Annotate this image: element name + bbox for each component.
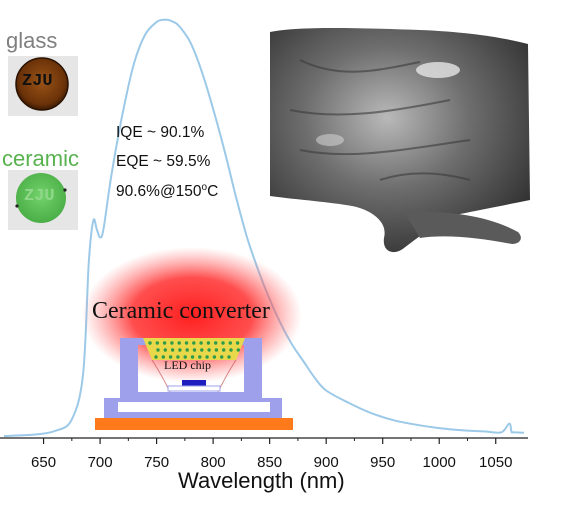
phosphor-dot xyxy=(184,341,189,345)
phosphor-dot xyxy=(156,348,160,352)
glass-label: glass xyxy=(6,28,58,53)
phosphor-dot xyxy=(163,348,167,352)
package-housing xyxy=(104,338,282,418)
phosphor-dot xyxy=(161,355,165,359)
phosphor-dot xyxy=(192,348,197,352)
glass-disc-text: ZJU xyxy=(22,72,53,91)
led-package-schematic xyxy=(82,247,302,430)
phosphor-dot xyxy=(236,348,240,352)
phosphor-dot xyxy=(178,348,182,352)
phosphor-dot xyxy=(235,341,240,345)
x-tick-label-900: 900 xyxy=(314,454,339,471)
phosphor-dot xyxy=(199,341,203,345)
ceramic-sample-image xyxy=(8,170,78,230)
phosphor-dot xyxy=(168,355,173,359)
phosphor-dot xyxy=(214,348,219,352)
phosphor-dot xyxy=(177,341,181,345)
ceramic-label: ceramic xyxy=(2,146,80,171)
phosphor-dot xyxy=(222,348,226,352)
x-axis-title: Wavelength (nm) xyxy=(178,468,345,493)
thermal-stability-annotation: 90.6%@150oC xyxy=(116,182,218,201)
phosphor-dot xyxy=(221,341,225,345)
phosphor-dot xyxy=(206,341,211,345)
converter-label: Ceramic converter xyxy=(92,298,270,324)
phosphor-dot xyxy=(170,348,175,352)
x-tick-label-850: 850 xyxy=(257,454,282,471)
x-axis: 650 700 750 800 850 900 950 1000 1050 xyxy=(0,437,528,471)
x-tick-label-1050: 1050 xyxy=(479,454,512,471)
eqe-annotation: EQE ~ 59.5% xyxy=(116,153,211,170)
x-tick-label-700: 700 xyxy=(88,454,113,471)
emission-spectrum-line xyxy=(3,18,525,437)
ceramic-disc-text: ZJU xyxy=(24,187,55,206)
degree-symbol: o xyxy=(201,182,208,193)
phosphor-dot xyxy=(200,348,204,352)
phosphor-dot xyxy=(176,355,180,359)
phosphor-dot xyxy=(170,341,174,345)
glass-sample-image xyxy=(8,56,78,116)
phosphor-dot xyxy=(227,355,231,359)
phosphor-dot xyxy=(155,341,159,345)
phosphor-dot xyxy=(214,341,218,345)
x-tick-label-1000: 1000 xyxy=(423,454,456,471)
iqe-annotation: IQE ~ 90.1% xyxy=(116,124,205,141)
phosphor-dot xyxy=(220,355,224,359)
phosphor-dot xyxy=(207,348,211,352)
led-chip-label: LED chip xyxy=(164,358,211,372)
x-tick-label-950: 950 xyxy=(370,454,395,471)
phosphor-dot xyxy=(154,355,158,359)
x-tick-label-750: 750 xyxy=(144,454,169,471)
x-tick-label-800: 800 xyxy=(201,454,226,471)
phosphor-dot xyxy=(205,355,209,359)
hand-xray-image xyxy=(270,28,530,253)
phosphor-dot xyxy=(198,355,202,359)
phosphor-dot xyxy=(190,355,195,359)
phosphor-dot xyxy=(148,341,152,345)
phosphor-dot xyxy=(185,348,189,352)
x-tick-label-650: 650 xyxy=(31,454,56,471)
phosphor-dot xyxy=(192,341,196,345)
phosphor-dot xyxy=(212,355,217,359)
phosphor-dot xyxy=(228,341,232,345)
stability-unit: C xyxy=(207,183,219,201)
phosphor-dot xyxy=(183,355,187,359)
led-chip xyxy=(182,380,206,386)
package-base xyxy=(95,418,293,430)
phosphor-dot xyxy=(229,348,233,352)
phosphor-dot xyxy=(162,341,167,345)
stability-value: 90.6%@150 xyxy=(116,183,202,201)
